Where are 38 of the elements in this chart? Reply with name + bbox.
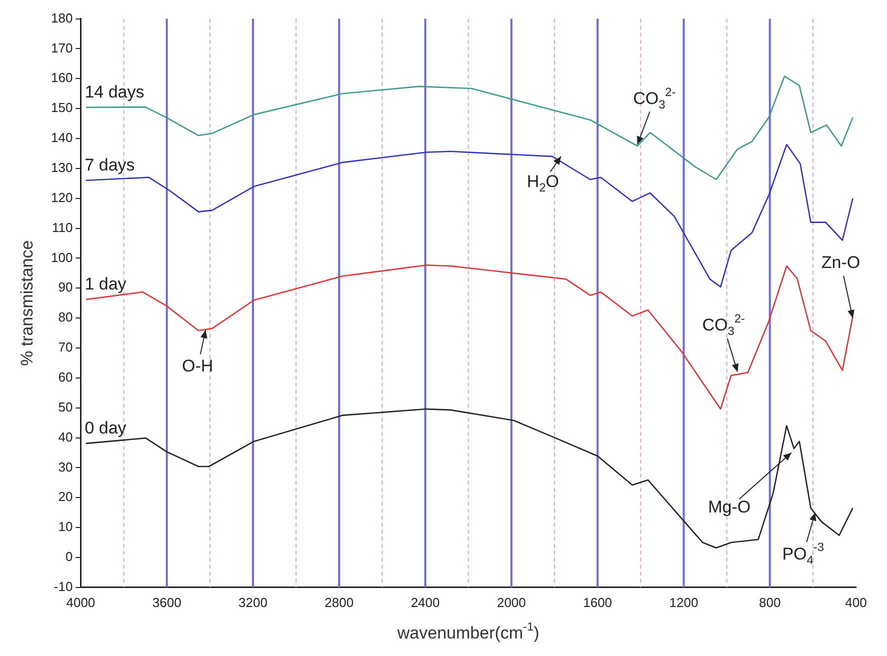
- x-tick-label: 1200: [669, 594, 698, 610]
- x-tick-label: 400: [845, 594, 867, 610]
- y-tick-label: 100: [50, 250, 73, 265]
- y-tick-label: 170: [50, 40, 73, 56]
- y-tick-label: 150: [50, 100, 73, 116]
- x-tick-label: 3200: [238, 594, 268, 610]
- x-tick-label: 4000: [66, 594, 96, 610]
- y-tick-label: 120: [50, 190, 73, 205]
- series-label: 0 day: [84, 418, 127, 438]
- y-tick-label: 110: [52, 220, 73, 235]
- y-tick-label: 0: [65, 549, 73, 564]
- annotation: Zn-O: [821, 252, 860, 272]
- y-tick-label: 10: [58, 519, 73, 534]
- annotation: O-H: [182, 356, 214, 376]
- series-label: 14 days: [84, 82, 144, 102]
- y-tick-label: 70: [58, 340, 73, 355]
- y-tick-label: 140: [50, 130, 73, 146]
- x-tick-label: 2800: [324, 594, 354, 610]
- y-tick-label: 50: [58, 399, 73, 414]
- x-tick-label: 800: [759, 594, 781, 610]
- series-label: 7 days: [84, 156, 135, 175]
- y-tick-label: 20: [58, 489, 73, 504]
- y-tick-label: 40: [58, 429, 73, 444]
- y-tick-label: 180: [50, 10, 73, 26]
- y-tick-label: 80: [58, 310, 73, 325]
- x-tick-label: 3600: [152, 594, 182, 610]
- y-tick-label: 30: [58, 459, 73, 474]
- annotation: Mg-O: [708, 497, 751, 516]
- x-tick-label: 1600: [583, 594, 612, 610]
- series-label: 1 day: [84, 274, 127, 294]
- x-tick-label: 2000: [496, 594, 526, 610]
- y-tick-label: 160: [50, 70, 73, 86]
- y-tick-label: 60: [58, 369, 73, 384]
- y-tick-label: -10: [54, 578, 73, 594]
- y-axis-title: % transmistance: [18, 240, 37, 366]
- y-tick-label: 130: [50, 160, 73, 176]
- x-tick-label: 2400: [410, 594, 440, 610]
- y-tick-label: 90: [58, 280, 73, 295]
